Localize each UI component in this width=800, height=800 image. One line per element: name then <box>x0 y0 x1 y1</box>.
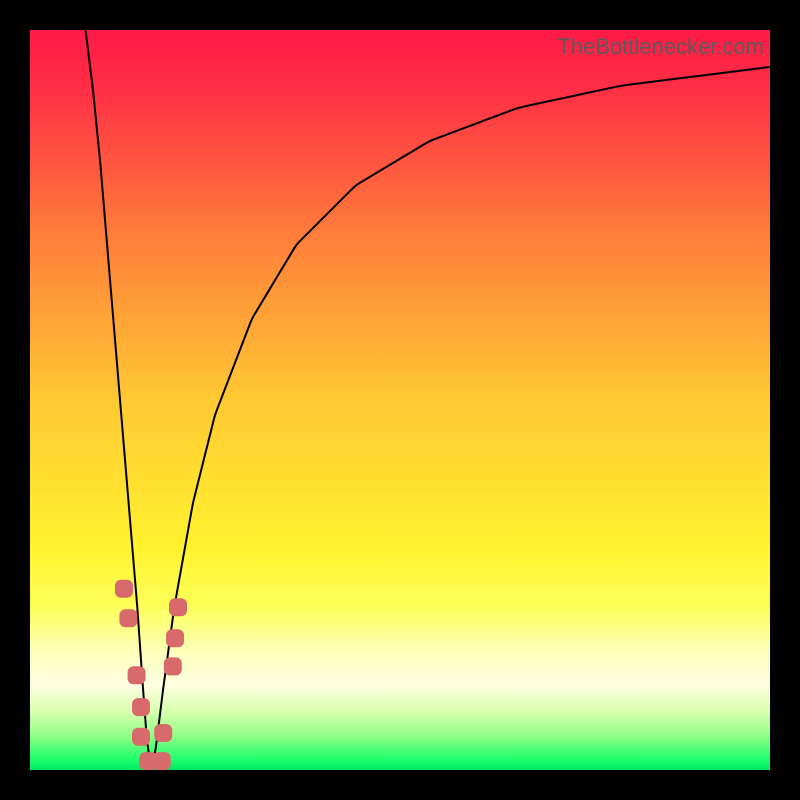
marker <box>115 580 133 598</box>
marker <box>128 666 146 684</box>
marker <box>166 629 184 647</box>
data-markers <box>30 30 770 770</box>
marker <box>153 752 171 770</box>
marker <box>119 609 137 627</box>
marker <box>132 698 150 716</box>
plot-area: TheBottlenecker.com <box>30 30 770 770</box>
watermark-text: TheBottlenecker.com <box>557 34 764 60</box>
marker <box>132 728 150 746</box>
chart-frame: TheBottlenecker.com <box>0 0 800 800</box>
marker <box>169 598 187 616</box>
marker <box>154 724 172 742</box>
marker <box>164 657 182 675</box>
